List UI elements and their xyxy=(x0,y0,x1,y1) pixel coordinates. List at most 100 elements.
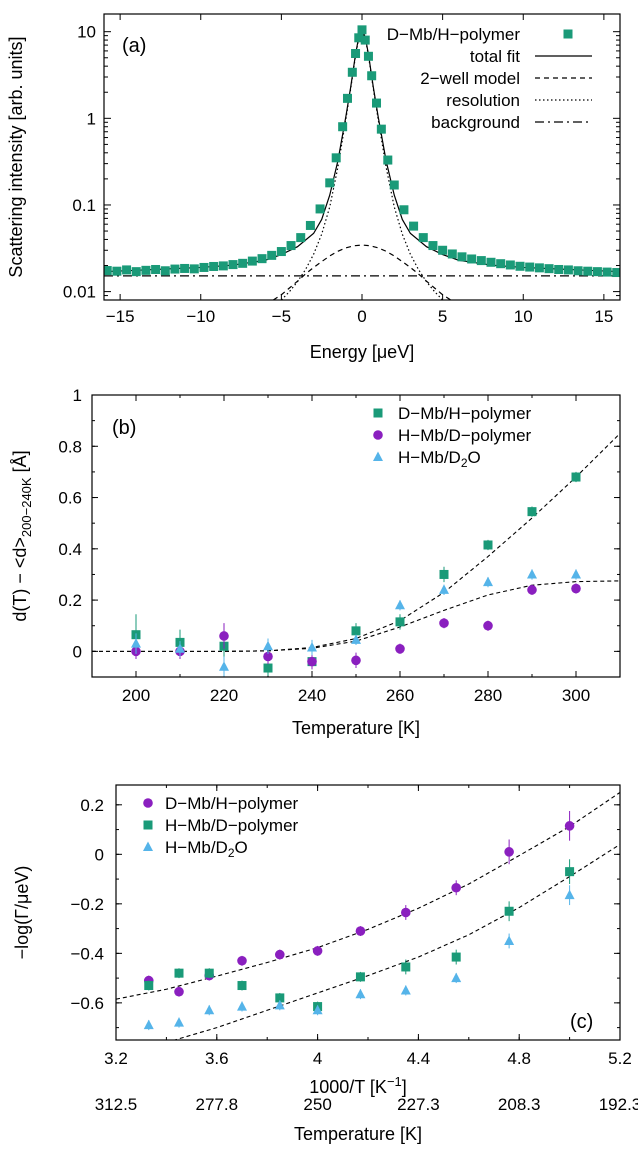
data-point xyxy=(315,204,325,214)
data-point xyxy=(571,568,581,579)
legend-label: D−Mb/H−polymer xyxy=(165,794,299,813)
data-point xyxy=(389,180,399,190)
data-point xyxy=(219,661,229,671)
data-point xyxy=(483,576,493,587)
data-point xyxy=(428,241,438,251)
x-axis-label-tail: ] xyxy=(402,1077,407,1097)
data-point xyxy=(355,972,365,982)
legend-label: D−Mb/H−polymer xyxy=(398,404,532,423)
y-axis-label-main: d(T) − <d> xyxy=(10,537,30,622)
x-axis-label-main: 1000/T [K xyxy=(309,1077,387,1097)
data-point xyxy=(228,260,238,270)
panel-label: (a) xyxy=(122,35,146,57)
fit-line xyxy=(116,791,620,1000)
x2-tick-label: 277.8 xyxy=(196,1095,239,1114)
data-point xyxy=(257,254,267,264)
series-line xyxy=(280,30,444,300)
data-point xyxy=(451,972,462,983)
legend-label: H−Mb/D−polymer xyxy=(165,816,299,835)
x-tick-label: 220 xyxy=(210,686,238,705)
data-point xyxy=(238,258,248,268)
legend-label: total fit xyxy=(470,47,520,66)
data-point xyxy=(447,249,457,259)
data-point xyxy=(312,946,323,956)
data-point xyxy=(439,584,449,594)
y-tick-label: −0.6 xyxy=(70,994,104,1013)
x-tick-label: −15 xyxy=(106,307,135,326)
data-point xyxy=(307,656,317,667)
data-point xyxy=(486,257,496,267)
data-point xyxy=(439,569,449,579)
data-point xyxy=(174,968,184,978)
legend-label: D−Mb/H−polymer xyxy=(387,25,521,44)
legend-label: resolution xyxy=(446,91,520,110)
data-point xyxy=(563,265,573,275)
data-point xyxy=(544,264,554,274)
data-point xyxy=(170,264,180,274)
data-point xyxy=(174,986,184,997)
y-tick-label: 0.2 xyxy=(58,591,82,610)
y-tick-label: 0.01 xyxy=(63,283,96,302)
legend-label-main: H−Mb/D xyxy=(165,838,228,857)
data-point xyxy=(209,261,219,271)
panel-b-displacement-chart: 200 220 240 260 280 300 0 0.2 0.4 0.6 0.8 1 D−Mb/H−p… xyxy=(10,386,621,738)
data-point xyxy=(286,241,296,251)
y-axis-label: −log(Γ/μeV) xyxy=(12,866,32,960)
data-point xyxy=(395,617,405,627)
x-tick-label: 300 xyxy=(562,686,590,705)
data-point xyxy=(496,259,506,269)
data-point xyxy=(515,261,525,271)
data-point xyxy=(395,599,405,610)
data-point xyxy=(263,663,273,673)
data-point xyxy=(199,262,209,272)
data-point xyxy=(354,33,364,43)
x-tick-label: 4.4 xyxy=(407,1049,431,1068)
x2-tick-label: 192.3 xyxy=(599,1095,638,1114)
legend-label: H−Mb/D2O xyxy=(398,448,481,470)
data-point xyxy=(357,25,367,35)
data-point xyxy=(131,267,141,277)
data-point xyxy=(534,263,544,273)
data-point xyxy=(467,254,477,264)
data-point xyxy=(144,981,154,991)
data-point xyxy=(401,907,411,918)
data-point xyxy=(131,638,141,648)
data-point xyxy=(275,993,285,1003)
data-point xyxy=(104,266,112,276)
data-point xyxy=(438,245,448,255)
x-axis-label-sup: −1 xyxy=(387,1074,402,1089)
plot-frame xyxy=(103,13,621,301)
x-tick-label: 0 xyxy=(357,307,366,326)
data-point xyxy=(527,568,537,579)
data-point xyxy=(376,124,386,134)
data-point xyxy=(451,952,461,962)
data-point xyxy=(312,1004,323,1015)
x-tick-label: 4.8 xyxy=(507,1049,531,1068)
legend-label-main: H−Mb/D xyxy=(398,448,461,467)
data-point xyxy=(237,1001,247,1011)
panel-label: (c) xyxy=(570,1011,593,1033)
y-tick-label: 10 xyxy=(77,23,96,42)
data-point xyxy=(571,583,581,594)
legend-marker xyxy=(373,430,383,440)
data-point xyxy=(571,472,581,482)
y-tick-label: −0.2 xyxy=(70,895,104,914)
data-point xyxy=(143,1019,154,1030)
plot-frame xyxy=(91,394,621,678)
panel-label: (b) xyxy=(112,417,136,439)
series-line xyxy=(272,244,452,300)
data-point xyxy=(347,67,357,77)
legend-label: H−Mb/D2O xyxy=(165,838,248,860)
data-point xyxy=(554,264,564,274)
data-point xyxy=(237,981,247,991)
data-point xyxy=(483,540,493,550)
legend-marker xyxy=(373,451,383,461)
data-point xyxy=(504,935,515,945)
x2-tick-label: 227.3 xyxy=(397,1095,440,1114)
data-point xyxy=(360,35,370,45)
data-point xyxy=(204,1004,215,1015)
data-point xyxy=(351,49,361,59)
data-point xyxy=(237,955,247,966)
data-point xyxy=(573,266,583,276)
